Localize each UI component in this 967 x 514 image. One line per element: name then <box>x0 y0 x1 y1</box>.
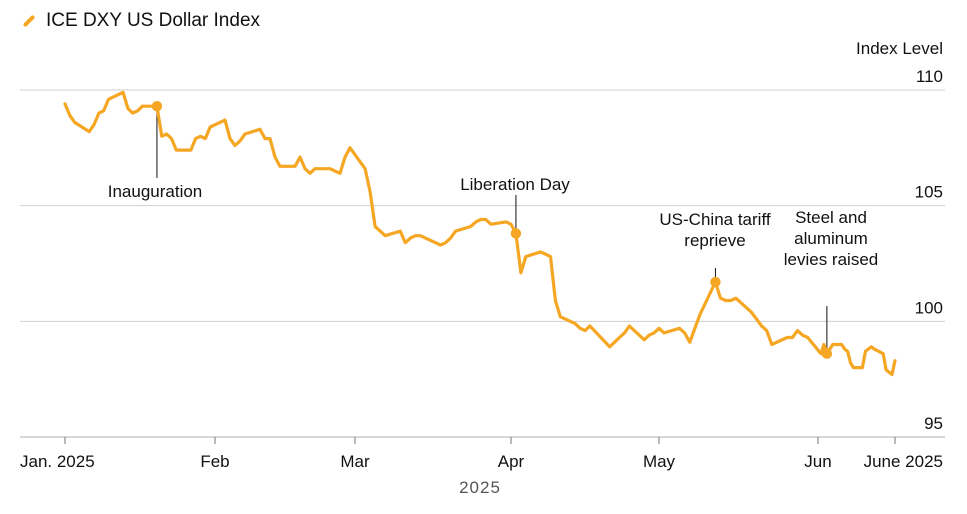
annotation-marker <box>510 228 522 239</box>
x-tick-label: Jun <box>804 452 831 471</box>
x-tick-label: June 2025 <box>864 452 943 471</box>
annotation-lines <box>156 106 828 354</box>
y-tick-label: 95 <box>924 414 943 433</box>
annotation-markers: Inauguration Liberation Day US-China tarif… <box>108 100 879 359</box>
x-tick-label: May <box>643 452 676 471</box>
y-axis-title: Index Level <box>856 39 943 58</box>
x-tick-label: Jan. 2025 <box>20 452 95 471</box>
y-tick-label: 110 <box>916 67 943 86</box>
annotation-label: Steel and <box>795 208 867 227</box>
y-axis-ticks: 110 105 100 95 <box>915 67 943 433</box>
annotation-marker <box>821 348 833 359</box>
x-axis-title: 2025 <box>459 478 501 497</box>
annotation-label: Inauguration <box>108 182 203 201</box>
annotation-label: Liberation Day <box>460 175 570 194</box>
y-tick-label: 105 <box>915 183 943 202</box>
annotation-marker <box>710 276 721 288</box>
series-line <box>63 90 897 377</box>
legend-label: ICE DXY US Dollar Index <box>46 10 261 31</box>
x-axis: Jan. 2025 Feb Mar Apr May Jun June 2025 <box>20 437 943 471</box>
annotation-label: aluminum <box>794 229 868 248</box>
gridlines <box>20 89 945 438</box>
annotation-label: US-China tariff <box>659 210 770 229</box>
annotation-label: reprieve <box>684 231 745 250</box>
x-tick-label: Feb <box>200 452 229 471</box>
y-tick-label: 100 <box>915 298 943 317</box>
x-tick-label: Apr <box>498 452 525 471</box>
x-tick-label: Mar <box>340 452 370 471</box>
annotation-marker <box>151 100 163 112</box>
annotation-label: levies raised <box>784 250 879 269</box>
legend: ICE DXY US Dollar Index <box>22 8 260 34</box>
